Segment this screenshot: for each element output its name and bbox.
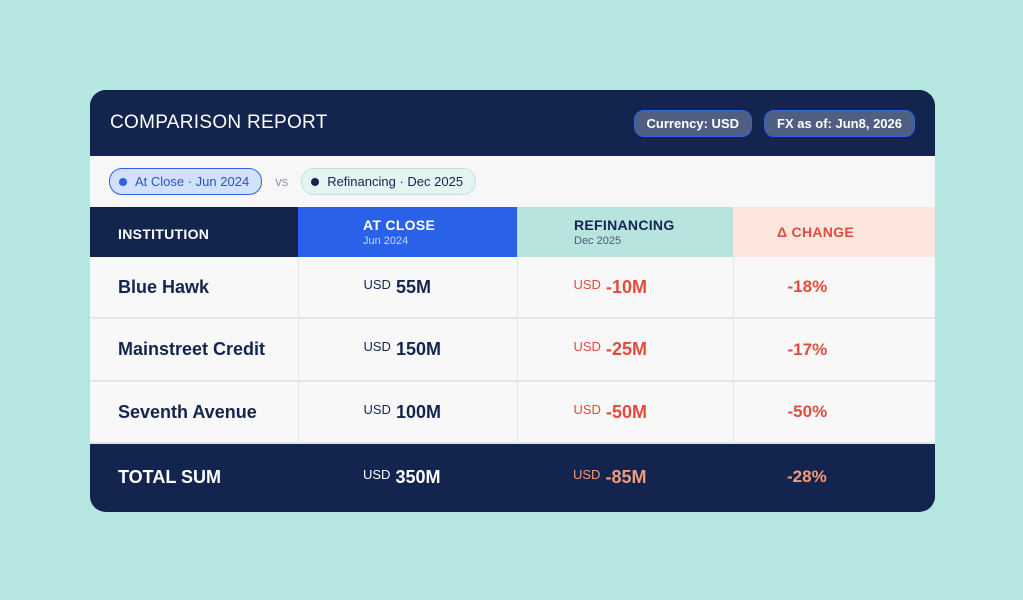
currency-label: USD <box>363 401 391 417</box>
vs-label: vs <box>275 174 289 189</box>
table-header-row: INSTITUTION AT CLOSE Jun 2024 REFINANCIN… <box>90 207 935 257</box>
currency-label: USD <box>573 339 601 354</box>
amount: -50M <box>605 401 647 422</box>
at-close-value: USD 100M <box>298 381 518 444</box>
refinancing-value: USD -10M <box>517 257 734 319</box>
change-percent: -50% <box>733 381 935 444</box>
change-column-header: Δ CHANGE <box>733 207 935 257</box>
report-title: COMPARISON REPORT <box>110 112 328 133</box>
currency-label: USD <box>573 276 601 292</box>
at-close-header-label: AT CLOSE <box>363 217 436 233</box>
currency-label: USD <box>363 276 391 292</box>
at-close-column-header: AT CLOSE Jun 2024 <box>298 207 517 257</box>
currency-pill[interactable]: Currency: USD <box>633 109 752 137</box>
at-close-value: USD 150M <box>298 318 518 382</box>
total-refinancing-value: USD -85M <box>517 443 733 510</box>
comparison-report-card: COMPARISON REPORT Currency: USD FX as of… <box>90 90 935 512</box>
refinancing-column-header: REFINANCING Dec 2025 <box>517 207 733 257</box>
report-header: COMPARISON REPORT Currency: USD FX as of… <box>90 90 935 156</box>
refinancing-pill-label: Refinancing · Dec 2025 <box>327 174 464 189</box>
refinancing-pill[interactable]: Refinancing · Dec 2025 <box>301 168 477 195</box>
header-pills: Currency: USD FX as of: Jun8, 2026 <box>633 109 915 137</box>
table-row: Blue Hawk USD 55M USD -10M -18% <box>90 257 935 319</box>
currency-label: USD <box>573 466 601 482</box>
amount: -85M <box>605 466 647 487</box>
change-percent: -18% <box>733 257 935 319</box>
amount: 150M <box>395 339 441 359</box>
change-header-label: Δ CHANGE <box>777 224 855 240</box>
at-close-value: USD 55M <box>298 257 518 319</box>
amount: -25M <box>605 339 647 359</box>
currency-label: USD <box>363 466 391 482</box>
refinancing-header-date: Dec 2025 <box>574 235 622 247</box>
change-percent: -17% <box>733 318 935 382</box>
table-row: Seventh Avenue USD 100M USD -50M -50% <box>90 381 935 444</box>
at-close-header-date: Jun 2024 <box>363 235 409 247</box>
comparison-bar: At Close · Jun 2024 vs Refinancing · Dec… <box>90 156 935 207</box>
institution-name: Seventh Avenue <box>90 381 299 444</box>
total-row: TOTAL SUM USD 350M USD -85M -28% <box>90 443 935 510</box>
amount: 100M <box>395 401 441 422</box>
amount: -10M <box>605 276 647 297</box>
table-row: Mainstreet Credit USD 150M USD -25M -17% <box>90 318 935 382</box>
comparison-table: INSTITUTION AT CLOSE Jun 2024 REFINANCIN… <box>90 207 935 510</box>
amount: 350M <box>395 466 441 487</box>
fx-date-pill[interactable]: FX as of: Jun8, 2026 <box>764 109 915 137</box>
currency-label: USD <box>363 339 391 354</box>
total-label: TOTAL SUM <box>90 443 298 510</box>
institution-header-label: INSTITUTION <box>118 225 210 242</box>
institution-name: Blue Hawk <box>90 257 299 319</box>
total-at-close-value: USD 350M <box>298 443 517 510</box>
refinancing-value: USD -25M <box>517 318 734 382</box>
total-change-percent: -28% <box>733 443 935 510</box>
institution-column-header: INSTITUTION <box>90 207 298 257</box>
at-close-pill[interactable]: At Close · Jun 2024 <box>109 168 263 195</box>
amount: 55M <box>395 276 431 297</box>
refinancing-header-label: REFINANCING <box>574 217 675 233</box>
currency-label: USD <box>573 401 601 417</box>
refinancing-value: USD -50M <box>517 381 734 444</box>
at-close-dot-icon <box>119 177 127 186</box>
at-close-pill-label: At Close · Jun 2024 <box>135 174 250 189</box>
refinancing-dot-icon <box>311 177 320 186</box>
institution-name: Mainstreet Credit <box>90 318 299 382</box>
